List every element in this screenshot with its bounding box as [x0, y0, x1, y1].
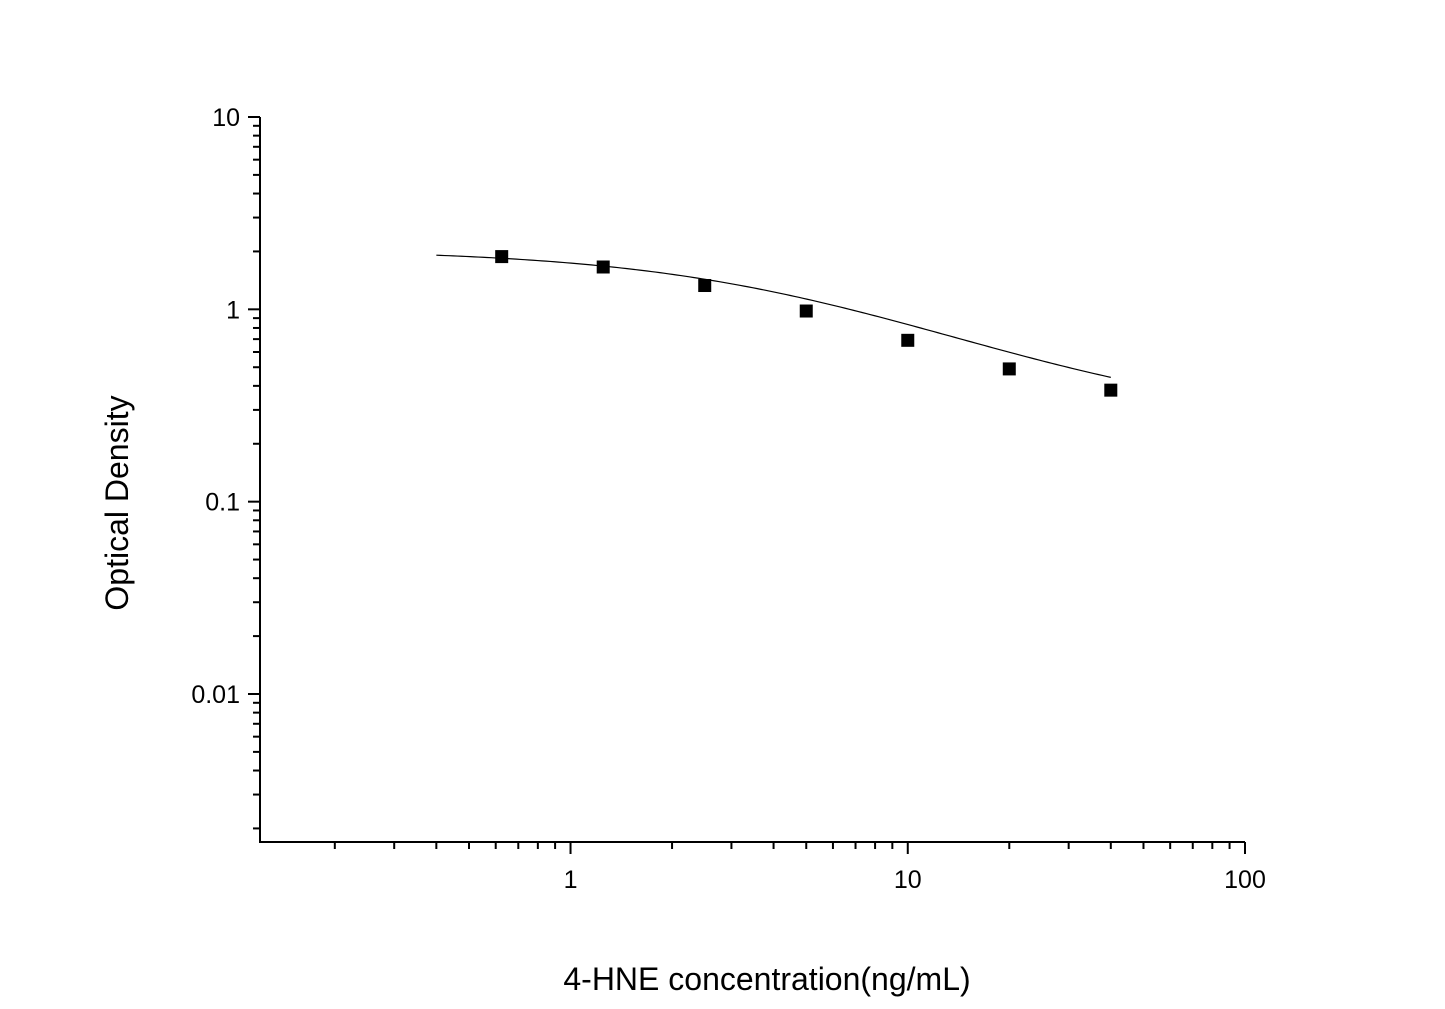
data-point — [901, 333, 915, 347]
fit-curve-line — [436, 254, 1111, 378]
x-tick-label: 1 — [564, 866, 578, 894]
data-point — [698, 279, 712, 293]
data-point — [799, 304, 813, 318]
data-point — [596, 260, 610, 274]
y-tick-label: 10 — [212, 104, 240, 132]
data-points — [495, 250, 1118, 397]
y-axis-tick-labels: 10 1 0.1 0.01 — [191, 104, 240, 709]
x-tick-label: 100 — [1224, 866, 1266, 894]
data-point — [1002, 362, 1016, 376]
x-tick-label: 10 — [894, 866, 922, 894]
y-tick-label: 1 — [226, 296, 240, 324]
x-axis-tick-labels: 1 10 100 — [564, 866, 1266, 894]
x-axis-title: 4-HNE concentration(ng/mL) — [563, 961, 970, 997]
data-point — [1104, 383, 1118, 397]
y-axis-title: Optical Density — [99, 395, 135, 610]
data-point — [495, 250, 509, 264]
y-axis-ticks — [248, 116, 260, 830]
axes — [259, 117, 1245, 843]
y-tick-label: 0.01 — [191, 681, 240, 709]
y-tick-label: 0.1 — [205, 489, 240, 517]
x-axis-ticks — [333, 842, 1246, 854]
